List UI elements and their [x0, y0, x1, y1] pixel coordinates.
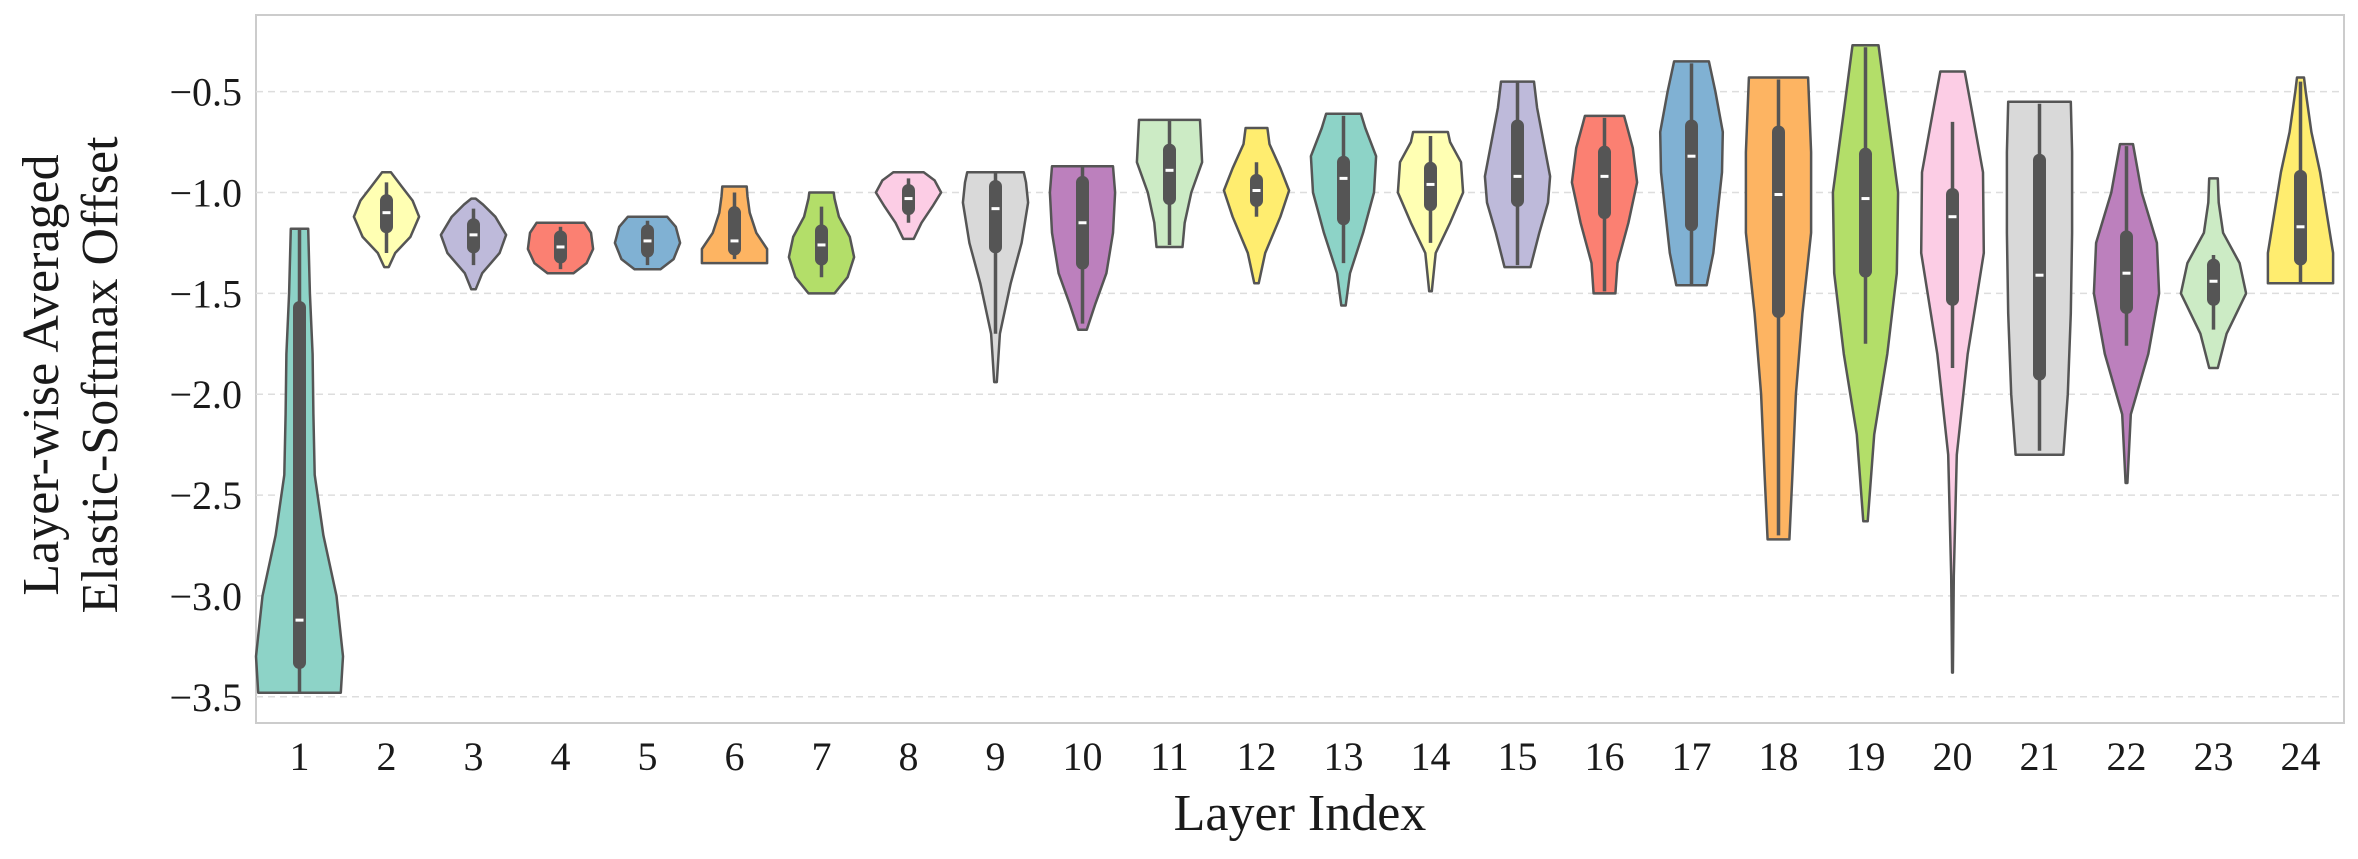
x-axis-title: Layer Index [1174, 785, 1427, 842]
y-tick-label: −2.5 [169, 473, 242, 518]
y-tick-label: −2.0 [169, 372, 242, 417]
y-tick-label: −0.5 [169, 70, 242, 115]
x-tick-label: 19 [1846, 734, 1886, 779]
y-tick-label: −1.0 [169, 171, 242, 216]
x-tick-label: 5 [638, 734, 658, 779]
x-tick-label: 24 [2281, 734, 2321, 779]
x-tick-label: 22 [2107, 734, 2147, 779]
x-tick-label: 23 [2194, 734, 2234, 779]
x-tick-label: 16 [1585, 734, 1625, 779]
x-tick-label: 13 [1324, 734, 1364, 779]
y-tick-label: −1.5 [169, 271, 242, 316]
violin-body [1919, 70, 1986, 674]
x-tick-label: 9 [986, 734, 1006, 779]
x-tick-label: 15 [1498, 734, 1538, 779]
x-tick-label: 4 [551, 734, 571, 779]
x-tick-label: 8 [899, 734, 919, 779]
y-grid [256, 90, 2344, 698]
x-tick-label: 17 [1672, 734, 1712, 779]
y-axis-title-line-1: Layer-wise Averaged [13, 154, 70, 595]
x-tick-label: 21 [2020, 734, 2060, 779]
x-tick-label: 7 [812, 734, 832, 779]
x-tick-label: 10 [1063, 734, 1103, 779]
y-axis-ticks: −0.5 −1.0 −1.5 −2.0 −2.5 −3.0 −3.5 [169, 70, 242, 720]
x-tick-label: 18 [1759, 734, 1799, 779]
y-tick-label: −3.0 [169, 574, 242, 619]
x-tick-label: 20 [1933, 734, 1973, 779]
x-tick-label: 11 [1150, 734, 1189, 779]
x-tick-label: 2 [377, 734, 397, 779]
x-tick-label: 14 [1411, 734, 1451, 779]
violins [254, 44, 2335, 694]
x-tick-label: 12 [1237, 734, 1277, 779]
plot-area [255, 14, 2345, 724]
x-axis-ticks: 1 2 3 4 5 6 7 8 9 10 11 12 13 14 15 16 17 18 19 20 21 22 23 24 [290, 734, 2321, 779]
y-axis-title-line-2: Elastic-Softmax Offset [72, 136, 129, 614]
x-tick-label: 6 [725, 734, 745, 779]
y-tick-label: −3.5 [169, 675, 242, 720]
x-tick-label: 1 [290, 734, 310, 779]
x-tick-label: 3 [464, 734, 484, 779]
